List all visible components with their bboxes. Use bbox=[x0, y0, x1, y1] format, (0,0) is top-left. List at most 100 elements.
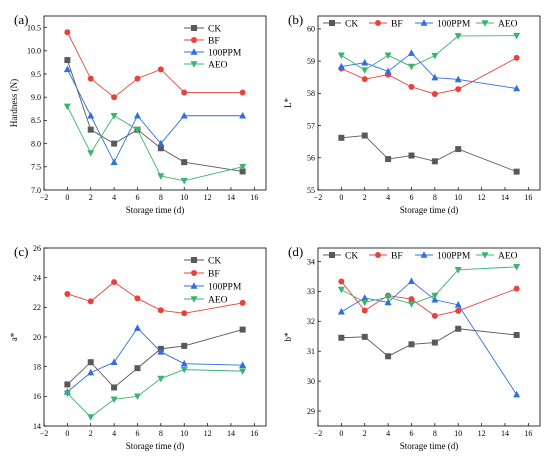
x-axis-label: Storage time (d) bbox=[400, 205, 458, 215]
legend: CK BF 100PPM AEO bbox=[323, 19, 518, 29]
y-tick-label: 59 bbox=[307, 57, 315, 66]
legend-label: 100PPM bbox=[437, 251, 471, 261]
x-tick-label: 2 bbox=[89, 193, 93, 202]
legend-label: CK bbox=[208, 24, 221, 34]
data-point bbox=[239, 111, 247, 119]
data-point bbox=[87, 368, 95, 376]
plot-frame bbox=[317, 247, 541, 427]
legend-item: CK bbox=[184, 256, 221, 266]
y-tick-label: 56 bbox=[307, 154, 315, 163]
data-point bbox=[384, 52, 392, 60]
data-point bbox=[408, 296, 415, 303]
x-tick-label: 0 bbox=[65, 193, 69, 202]
legend-marker bbox=[191, 270, 197, 276]
y-tick-label: 60 bbox=[307, 25, 315, 34]
data-point bbox=[64, 381, 71, 388]
data-point bbox=[133, 393, 141, 401]
data-point bbox=[110, 358, 118, 366]
y-tick-label: 20 bbox=[33, 333, 41, 342]
data-point bbox=[431, 292, 439, 300]
x-tick-label: 4 bbox=[386, 429, 390, 438]
y-tick-label: 24 bbox=[33, 273, 41, 282]
data-point bbox=[431, 52, 439, 60]
plot-frame bbox=[317, 15, 541, 191]
data-point bbox=[133, 111, 141, 119]
series-bf bbox=[64, 279, 246, 317]
x-tick-label: 10 bbox=[454, 429, 462, 438]
data-point bbox=[513, 84, 521, 92]
data-point bbox=[338, 278, 345, 285]
data-point bbox=[239, 368, 247, 375]
data-point bbox=[513, 168, 520, 175]
data-point bbox=[64, 57, 71, 64]
x-axis-label: Storage time (d) bbox=[126, 441, 184, 451]
plot-frame bbox=[43, 247, 267, 427]
data-point bbox=[431, 158, 438, 165]
x-tick-label: 12 bbox=[478, 429, 486, 438]
data-point bbox=[239, 168, 246, 175]
legend-item: BF bbox=[184, 36, 220, 46]
x-tick-label: 0 bbox=[339, 429, 343, 438]
series-aeo bbox=[63, 366, 247, 421]
legend-marker bbox=[375, 20, 381, 26]
data-point bbox=[63, 103, 71, 111]
x-tick-label: 14 bbox=[501, 193, 509, 202]
data-point bbox=[361, 294, 369, 301]
y-tick-label: 57 bbox=[307, 121, 315, 130]
legend: CK BF 100PPM AEO bbox=[184, 256, 242, 305]
series-100ppm bbox=[63, 324, 247, 395]
data-point bbox=[408, 83, 415, 90]
x-tick-label: 4 bbox=[386, 193, 390, 202]
data-point bbox=[361, 76, 368, 83]
y-tick-label: 30 bbox=[307, 377, 315, 386]
legend-marker bbox=[420, 251, 428, 258]
data-point bbox=[63, 390, 71, 398]
y-tick-label: 8.5 bbox=[31, 116, 41, 125]
data-point bbox=[87, 111, 95, 119]
data-point bbox=[110, 396, 118, 404]
panel-label: (d) bbox=[288, 244, 303, 259]
data-point bbox=[181, 342, 188, 349]
data-point bbox=[513, 54, 520, 61]
data-point bbox=[361, 67, 369, 74]
legend-marker bbox=[190, 282, 198, 289]
legend-label: 100PPM bbox=[437, 19, 471, 29]
data-point bbox=[454, 267, 462, 274]
data-point bbox=[513, 264, 521, 271]
y-axis-label: b* bbox=[283, 332, 293, 342]
y-tick-label: 31 bbox=[307, 347, 315, 356]
x-tick-label: 16 bbox=[250, 429, 258, 438]
legend-label: BF bbox=[391, 19, 403, 29]
y-axis-label: L* bbox=[283, 98, 293, 108]
x-tick-label: 8 bbox=[159, 193, 163, 202]
x-tick-label: 6 bbox=[135, 429, 139, 438]
series-ck bbox=[64, 326, 246, 391]
y-tick-label: 14 bbox=[33, 422, 41, 431]
legend-item: AEO bbox=[184, 60, 228, 70]
data-point bbox=[454, 75, 462, 83]
data-point bbox=[513, 332, 520, 339]
data-point bbox=[431, 312, 438, 319]
data-point bbox=[384, 298, 392, 306]
data-point bbox=[454, 33, 462, 40]
y-tick-label: 9.0 bbox=[31, 93, 41, 102]
data-point bbox=[454, 301, 462, 308]
x-tick-label: 16 bbox=[250, 193, 258, 202]
data-point bbox=[407, 63, 415, 71]
x-tick-label: −2 bbox=[314, 429, 323, 438]
x-tick-label: −2 bbox=[314, 193, 323, 202]
x-tick-label: 6 bbox=[135, 193, 139, 202]
series-line bbox=[67, 329, 243, 389]
x-tick-label: 0 bbox=[339, 193, 343, 202]
series-aeo bbox=[337, 32, 521, 74]
data-point bbox=[157, 348, 165, 355]
data-point bbox=[134, 295, 141, 302]
legend-item: CK bbox=[323, 251, 358, 261]
x-axis-label: Storage time (d) bbox=[400, 441, 458, 451]
x-tick-label: 10 bbox=[180, 193, 188, 202]
x-axis-label: Storage time (d) bbox=[126, 205, 184, 215]
x-tick-label: 10 bbox=[180, 429, 188, 438]
data-point bbox=[408, 152, 415, 159]
legend-marker bbox=[191, 257, 197, 263]
y-tick-label: 16 bbox=[33, 392, 41, 401]
